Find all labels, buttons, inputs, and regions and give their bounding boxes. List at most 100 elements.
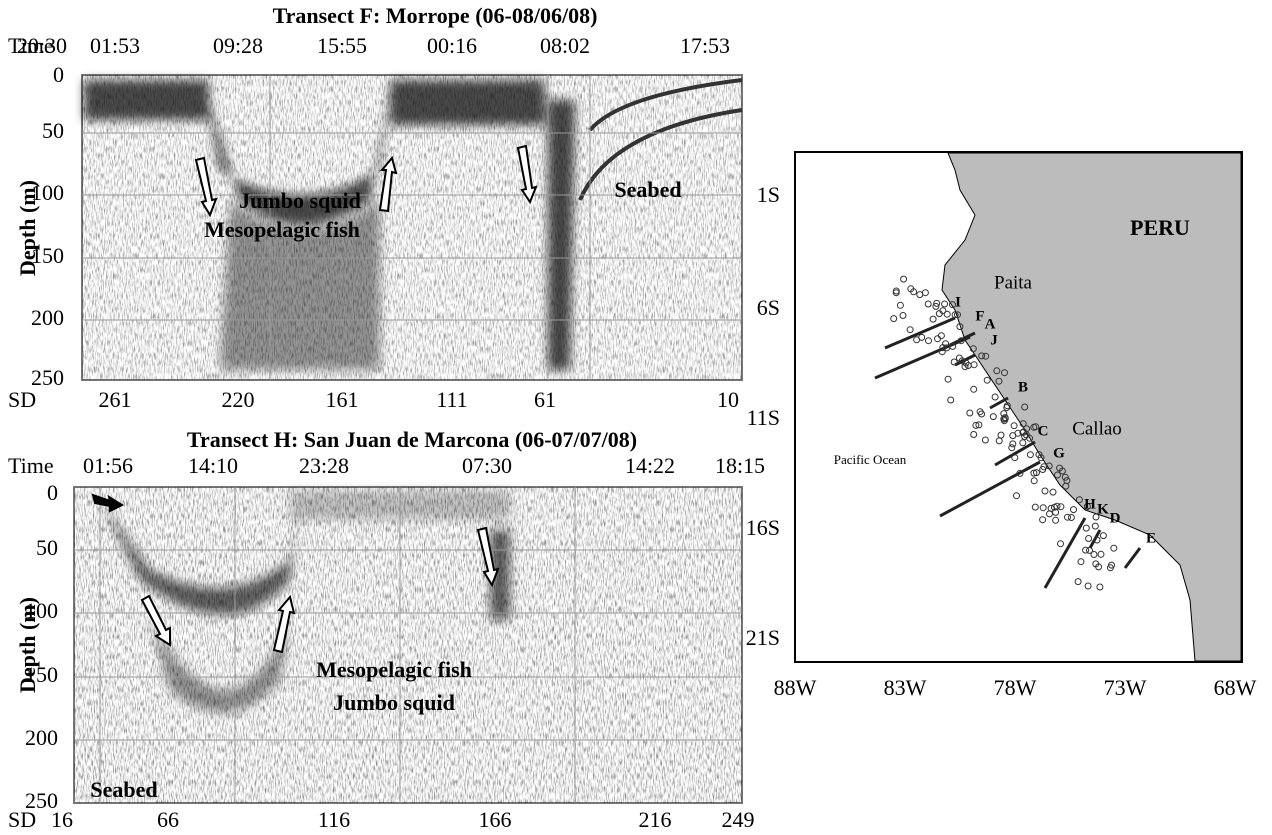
station — [997, 431, 1005, 439]
depth-label: 200 — [31, 305, 64, 330]
lat-label: 21S — [746, 625, 780, 650]
transect-label: I — [955, 294, 961, 310]
station — [1039, 504, 1047, 512]
sd-label: 111 — [436, 387, 467, 412]
depth-label: 200 — [25, 725, 58, 750]
depth-label: 0 — [53, 62, 64, 87]
station — [1009, 440, 1017, 448]
station — [1092, 513, 1100, 521]
lon-label: 78W — [994, 675, 1037, 700]
station — [1097, 550, 1105, 558]
station — [955, 354, 963, 362]
station — [989, 413, 997, 421]
lat-label: 1S — [757, 182, 780, 207]
station — [932, 302, 940, 310]
depth-label: 100 — [25, 598, 58, 623]
station — [1067, 514, 1075, 521]
station — [896, 301, 904, 309]
station — [1093, 536, 1101, 544]
station — [991, 393, 999, 401]
station — [1011, 454, 1019, 462]
station — [1085, 535, 1093, 542]
station — [1016, 469, 1024, 477]
station — [970, 361, 978, 369]
station — [1023, 425, 1031, 433]
map — [794, 151, 1243, 663]
station — [1030, 469, 1038, 477]
transect-label: K — [1097, 501, 1109, 517]
station — [1009, 432, 1017, 440]
depth-label: 0 — [47, 480, 58, 505]
lat-label: 6S — [757, 295, 780, 320]
station — [925, 337, 932, 345]
time-label: 18:15 — [715, 453, 765, 478]
station — [981, 436, 989, 444]
station — [970, 431, 978, 438]
station — [1021, 403, 1029, 411]
station — [1030, 477, 1038, 485]
sd-label: 261 — [99, 387, 132, 412]
station — [1030, 423, 1038, 431]
echogram-noise — [74, 487, 742, 803]
sd-label: 116 — [318, 807, 350, 832]
station — [1061, 473, 1069, 481]
sd-label: 10 — [717, 387, 739, 412]
depth-label: 50 — [42, 118, 64, 143]
time-label: Time — [8, 453, 54, 478]
station — [1082, 546, 1090, 554]
panel-title: Transect H: San Juan de Marcona (06-07/0… — [187, 427, 637, 452]
transect-label: B — [1018, 379, 1028, 395]
transect-label: D — [1110, 510, 1121, 526]
station — [1052, 516, 1060, 524]
station — [1037, 454, 1045, 462]
station — [939, 307, 947, 315]
depth-label: 150 — [31, 243, 64, 268]
sd-label: 161 — [326, 387, 359, 412]
time-label: 15:55 — [317, 33, 367, 58]
sd-label: SD — [8, 807, 36, 832]
station — [943, 310, 951, 318]
station — [938, 348, 946, 356]
time-label: 01:56 — [83, 453, 133, 478]
station — [1099, 532, 1107, 540]
station — [1054, 471, 1061, 479]
station — [937, 332, 945, 340]
panel-title: Transect F: Morrope (06-08/06/08) — [273, 3, 598, 28]
top-echogram — [81, 74, 743, 381]
station — [1084, 582, 1092, 590]
station — [900, 275, 908, 283]
station — [949, 301, 956, 309]
station — [1039, 516, 1047, 524]
depth-label: 150 — [25, 662, 58, 687]
station — [1050, 503, 1058, 511]
station — [976, 408, 984, 416]
transect-label: G — [1053, 445, 1065, 461]
station — [916, 291, 924, 299]
station — [1008, 444, 1016, 452]
station — [978, 352, 986, 360]
station — [907, 285, 915, 293]
time-label: 14:10 — [188, 453, 238, 478]
lon-label: 73W — [1104, 675, 1147, 700]
station — [1041, 487, 1049, 495]
time-label: 01:53 — [90, 33, 140, 58]
arrows — [194, 144, 538, 218]
station — [1075, 496, 1083, 504]
transect-label: F — [975, 308, 984, 324]
ocean-label: Pacific Ocean — [834, 452, 907, 467]
time-label: 00:16 — [427, 33, 477, 58]
stations — [890, 275, 1118, 591]
station — [1108, 561, 1115, 569]
station — [892, 289, 900, 297]
annotation: Mesopelagic fish — [204, 217, 360, 242]
station — [1000, 415, 1008, 423]
echogram-noise — [82, 75, 742, 380]
station — [962, 359, 970, 367]
annotation: Jumbo squid — [239, 188, 361, 213]
station — [956, 323, 964, 331]
lon-label: 68W — [1214, 675, 1257, 700]
station — [1019, 420, 1027, 428]
time-label: 23:28 — [299, 453, 349, 478]
station — [890, 315, 898, 323]
annotation: Jumbo squid — [333, 690, 455, 715]
